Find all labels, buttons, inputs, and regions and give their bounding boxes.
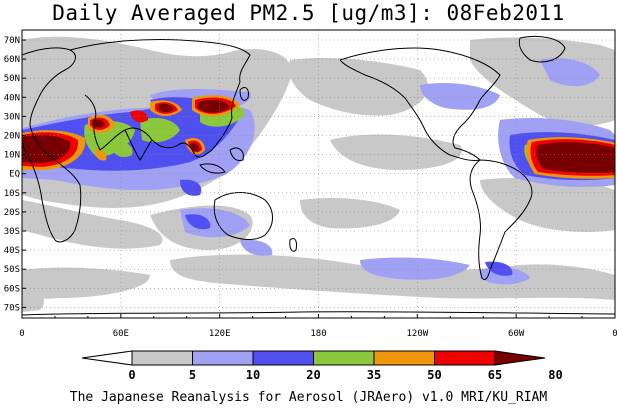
colorbar-label-35: 35 [367, 368, 381, 382]
lon-label-5: 60W [508, 329, 525, 339]
lat-label-60n: 60N [4, 55, 20, 65]
colorbar [81, 350, 546, 366]
colorbar-segment-2 [192, 350, 254, 366]
axis-ticks [21, 39, 616, 318]
colorbar-segment-6 [434, 350, 496, 366]
map-gridlines [22, 30, 615, 318]
coastlines [22, 35, 615, 316]
lat-label-40s: 40S [4, 246, 20, 256]
colorbar-label-0: 0 [128, 368, 135, 382]
footer-credit: The Japanese Reanalysis for Aerosol (JRA… [69, 390, 548, 405]
lat-label-50n: 50N [4, 74, 20, 84]
colorbar-segment-7 [494, 350, 546, 366]
lat-label-10n: 10N [4, 151, 20, 161]
colorbar-label-10: 10 [246, 368, 260, 382]
lat-label-30s: 30S [4, 227, 20, 237]
lat-label-30n: 30N [4, 112, 20, 122]
lon-label-4: 120W [406, 329, 428, 339]
colorbar-segment-5 [373, 350, 435, 366]
colorbar-segment-1 [131, 350, 193, 366]
lat-label-60s: 60S [4, 284, 20, 294]
lon-label-6: 0 [612, 329, 617, 339]
colorbar-segment-3 [252, 350, 314, 366]
colorbar-label-50: 50 [427, 368, 441, 382]
lon-label-1: 60E [113, 329, 129, 339]
colorbar-labels: 0 5 10 20 35 50 65 80 [128, 368, 562, 382]
colorbar-label-65: 65 [488, 368, 502, 382]
page-title: Daily Averaged PM2.5 [ug/m3]: 08Feb2011 [52, 1, 565, 25]
colorbar-label-80: 80 [548, 368, 562, 382]
colorbar-label-20: 20 [306, 368, 320, 382]
colorbar-segment-4 [313, 350, 375, 366]
lat-label-70s: 70S [4, 303, 20, 313]
lon-label-3: 180 [310, 329, 326, 339]
lat-label-20n: 20N [4, 132, 20, 142]
latitude-labels: 70N 60N 50N 40N 30N 20N 10N EQ 10S 20S 30S 40S 50S 60… [4, 36, 20, 313]
lon-label-2: 120E [209, 329, 231, 339]
pm25-field [22, 35, 615, 316]
lat-label-eq: EQ [9, 170, 20, 180]
lon-label-0: 0 [19, 329, 24, 339]
level-80-plus-areas [22, 99, 615, 173]
colorbar-segment-0 [81, 350, 133, 366]
lat-label-70n: 70N [4, 36, 20, 46]
lat-label-10s: 10S [4, 189, 20, 199]
lat-label-20s: 20S [4, 208, 20, 218]
lat-label-40n: 40N [4, 93, 20, 103]
lat-label-50s: 50S [4, 265, 20, 275]
longitude-labels: 0 60E 120E 180 120W 60W 0 [19, 329, 617, 339]
colorbar-label-5: 5 [189, 368, 196, 382]
